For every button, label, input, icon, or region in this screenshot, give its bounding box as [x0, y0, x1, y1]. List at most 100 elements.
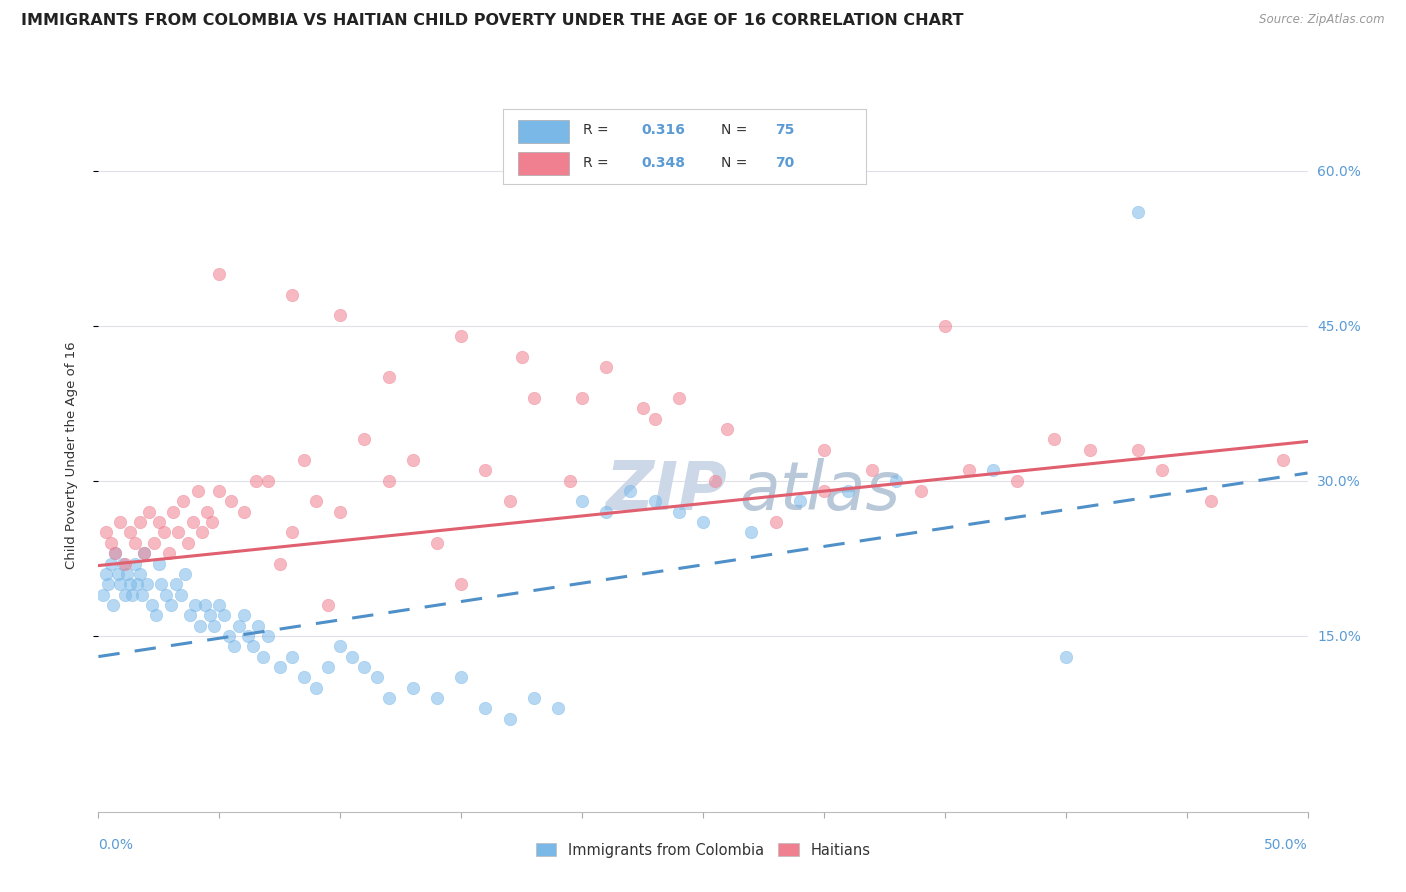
Legend: Immigrants from Colombia, Haitians: Immigrants from Colombia, Haitians — [529, 836, 877, 865]
Point — [305, 681, 328, 695]
Point — [281, 525, 304, 540]
Point — [1152, 463, 1174, 477]
Point — [188, 618, 211, 632]
Point — [329, 505, 352, 519]
Point — [134, 546, 156, 560]
Point — [155, 588, 177, 602]
Point — [1054, 649, 1077, 664]
Point — [981, 463, 1004, 477]
Point — [523, 391, 546, 405]
Text: 0.316: 0.316 — [641, 123, 685, 136]
Point — [366, 670, 388, 684]
Point — [860, 463, 883, 477]
Point — [450, 670, 472, 684]
Text: N =: N = — [721, 123, 752, 136]
Point — [426, 536, 449, 550]
Text: N =: N = — [721, 156, 752, 169]
Point — [118, 577, 141, 591]
FancyBboxPatch shape — [517, 120, 569, 143]
Point — [208, 598, 231, 612]
Point — [934, 318, 956, 333]
Point — [510, 350, 533, 364]
Point — [498, 494, 520, 508]
Text: 0.348: 0.348 — [641, 156, 685, 169]
Point — [668, 391, 690, 405]
Point — [232, 505, 254, 519]
Point — [450, 577, 472, 591]
Point — [118, 525, 141, 540]
Point — [765, 515, 787, 529]
Point — [131, 588, 153, 602]
Point — [523, 690, 546, 705]
Point — [1128, 205, 1150, 219]
Point — [238, 629, 260, 643]
Point — [114, 557, 136, 571]
Point — [329, 308, 352, 322]
Point — [245, 474, 267, 488]
Point — [121, 588, 143, 602]
Point — [148, 557, 170, 571]
Point — [402, 453, 425, 467]
Point — [1042, 433, 1064, 447]
Point — [281, 287, 304, 301]
Point — [353, 433, 375, 447]
Point — [668, 505, 690, 519]
Point — [181, 515, 204, 529]
Point — [221, 494, 243, 508]
Point — [107, 566, 129, 581]
Point — [172, 494, 194, 508]
Point — [212, 608, 235, 623]
Point — [595, 505, 617, 519]
Text: 75: 75 — [776, 123, 794, 136]
Point — [558, 474, 581, 488]
Point — [128, 566, 150, 581]
Point — [426, 690, 449, 705]
Point — [619, 484, 641, 499]
Point — [1128, 442, 1150, 457]
Point — [152, 525, 174, 540]
Point — [124, 557, 146, 571]
Point — [111, 557, 134, 571]
Point — [305, 494, 328, 508]
Text: 0.0%: 0.0% — [98, 838, 134, 852]
Point — [165, 577, 187, 591]
Text: R =: R = — [583, 123, 613, 136]
Point — [184, 598, 207, 612]
Point — [104, 546, 127, 560]
Point — [1199, 494, 1222, 508]
Point — [128, 515, 150, 529]
Point — [252, 649, 274, 664]
Point — [94, 525, 117, 540]
Text: ZIP: ZIP — [606, 458, 727, 524]
Point — [1272, 453, 1295, 467]
Point — [150, 577, 173, 591]
Point — [208, 267, 231, 281]
Point — [886, 474, 908, 488]
Point — [547, 701, 569, 715]
Point — [198, 608, 221, 623]
Point — [402, 681, 425, 695]
Point — [177, 536, 200, 550]
Text: IMMIGRANTS FROM COLOMBIA VS HAITIAN CHILD POVERTY UNDER THE AGE OF 16 CORRELATIO: IMMIGRANTS FROM COLOMBIA VS HAITIAN CHIL… — [21, 13, 963, 29]
Point — [208, 484, 231, 499]
Point — [218, 629, 240, 643]
Point — [704, 474, 727, 488]
Point — [571, 494, 593, 508]
Point — [101, 598, 124, 612]
FancyBboxPatch shape — [517, 153, 569, 175]
Text: Source: ZipAtlas.com: Source: ZipAtlas.com — [1260, 13, 1385, 27]
Point — [316, 598, 339, 612]
Point — [281, 649, 304, 664]
Point — [957, 463, 980, 477]
Point — [191, 525, 214, 540]
Point — [201, 515, 224, 529]
Point — [813, 484, 835, 499]
Point — [194, 598, 217, 612]
Point — [204, 618, 226, 632]
Point — [104, 546, 127, 560]
Point — [195, 505, 218, 519]
Point — [141, 598, 163, 612]
Point — [498, 712, 520, 726]
Point — [187, 484, 209, 499]
Point — [148, 515, 170, 529]
